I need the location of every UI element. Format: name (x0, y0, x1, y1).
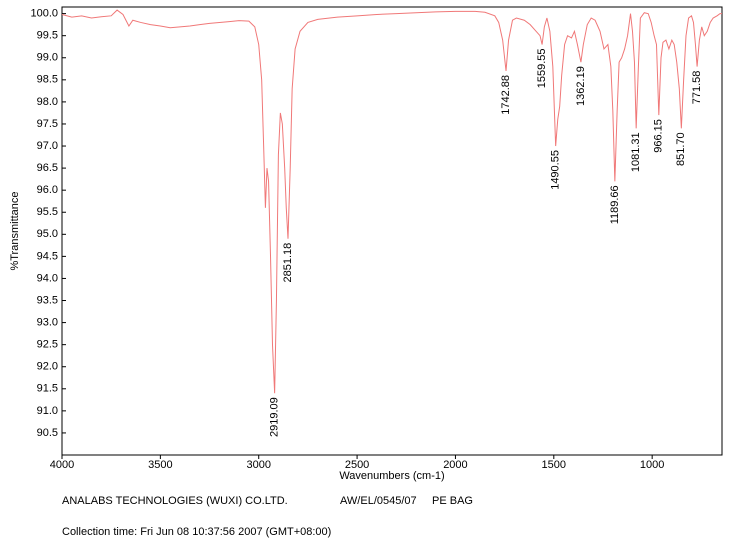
x-tick-label: 1500 (542, 459, 566, 471)
footer-sample: PE BAG (432, 495, 473, 507)
peak-label: 1362.19 (575, 66, 587, 106)
y-tick-label: 94.5 (37, 250, 58, 262)
peak-label: 966.15 (653, 119, 665, 153)
y-tick-label: 92.5 (37, 339, 58, 351)
peak-label: 851.70 (675, 132, 687, 166)
y-tick-label: 90.5 (37, 427, 58, 439)
x-tick-label: 2000 (443, 459, 467, 471)
y-tick-label: 91.0 (37, 405, 58, 417)
footer-collection: Collection time: Fri Jun 08 10:37:56 200… (62, 526, 331, 538)
y-tick-label: 100.0 (30, 8, 58, 20)
peak-label: 1189.66 (609, 185, 621, 224)
footer-reference: AW/EL/0545/07 (340, 495, 417, 507)
x-tick-label: 4000 (50, 459, 74, 471)
peak-label: 1742.88 (500, 75, 512, 115)
y-tick-label: 97.5 (37, 118, 58, 130)
y-tick-label: 92.0 (37, 361, 58, 373)
x-tick-label: 2500 (345, 459, 369, 471)
spectrum-line (61, 9, 722, 394)
x-tick-label: 3500 (148, 459, 172, 471)
peak-label: 1490.55 (550, 150, 562, 190)
y-tick-label: 97.0 (37, 140, 58, 152)
y-tick-label: 93.5 (37, 294, 58, 306)
y-axis-label: %Transmittance (9, 191, 21, 270)
y-tick-label: 99.5 (37, 30, 58, 42)
y-tick-label: 95.0 (37, 228, 58, 240)
y-tick-label: 91.5 (37, 383, 58, 395)
y-tick-label: 96.5 (37, 162, 58, 174)
peak-label: 1559.55 (536, 49, 548, 89)
y-tick-label: 98.0 (37, 96, 58, 108)
peak-label: 2851.18 (282, 243, 294, 283)
y-tick-label: 99.0 (37, 52, 58, 64)
x-tick-label: 3000 (246, 459, 270, 471)
x-axis-label: Wavenumbers (cm-1) (339, 470, 444, 482)
plot-frame (61, 6, 723, 456)
footer-company: ANALABS TECHNOLOGIES (WUXI) CO.LTD. (62, 495, 288, 507)
peak-label: 1081.31 (630, 132, 642, 172)
y-tick-label: 98.5 (37, 74, 58, 86)
peak-label: 771.58 (691, 71, 703, 105)
x-tick-label: 1000 (640, 459, 664, 471)
y-tick-label: 94.0 (37, 272, 58, 284)
peak-label: 2919.09 (269, 397, 281, 437)
y-tick-label: 96.0 (37, 184, 58, 196)
y-tick-label: 93.0 (37, 316, 58, 328)
y-tick-label: 95.5 (37, 206, 58, 218)
